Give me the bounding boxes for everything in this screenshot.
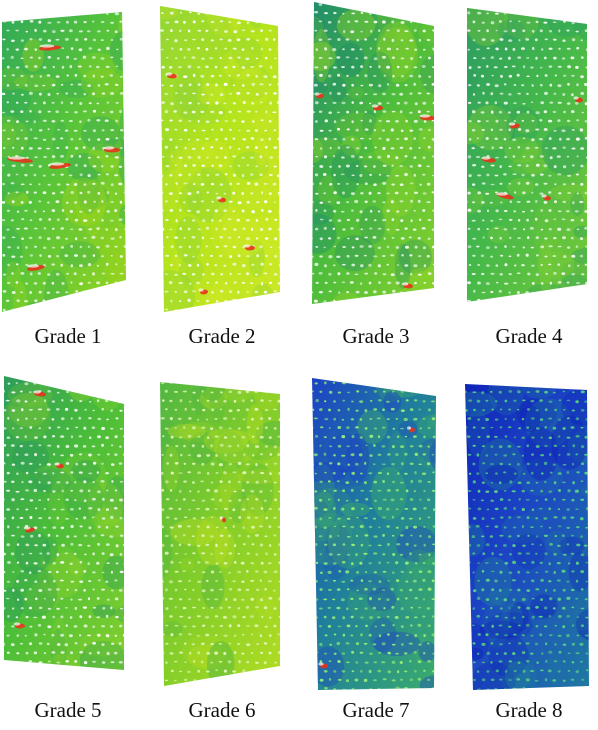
surface-image <box>160 382 280 686</box>
surface-image <box>160 6 280 312</box>
surface-image <box>4 376 124 670</box>
panel-grade-7: Grade 7 <box>308 370 444 730</box>
panel-grade-2: Grade 2 <box>154 0 290 360</box>
panel-grade-4: Grade 4 <box>461 0 597 360</box>
surface-image <box>2 12 126 312</box>
panel-label: Grade 1 <box>34 324 102 348</box>
surface-image <box>465 384 589 690</box>
panel-grade-1: Grade 1 <box>0 0 136 360</box>
panel-label: Grade 5 <box>34 698 102 722</box>
panel-grade-6: Grade 6 <box>154 370 290 730</box>
panel-grade-5: Grade 5 <box>0 370 136 730</box>
panel-label: Grade 3 <box>342 324 410 348</box>
panel-label: Grade 7 <box>342 698 410 722</box>
panel-label: Grade 8 <box>495 698 563 722</box>
panel-label: Grade 2 <box>188 324 256 348</box>
panel-label: Grade 6 <box>188 698 256 722</box>
panel-grade-3: Grade 3 <box>308 0 444 360</box>
panel-grade-8: Grade 8 <box>461 370 597 730</box>
surface-image <box>312 378 436 690</box>
surface-image <box>312 2 434 304</box>
panel-label: Grade 4 <box>495 324 563 348</box>
surface-image <box>467 8 587 302</box>
